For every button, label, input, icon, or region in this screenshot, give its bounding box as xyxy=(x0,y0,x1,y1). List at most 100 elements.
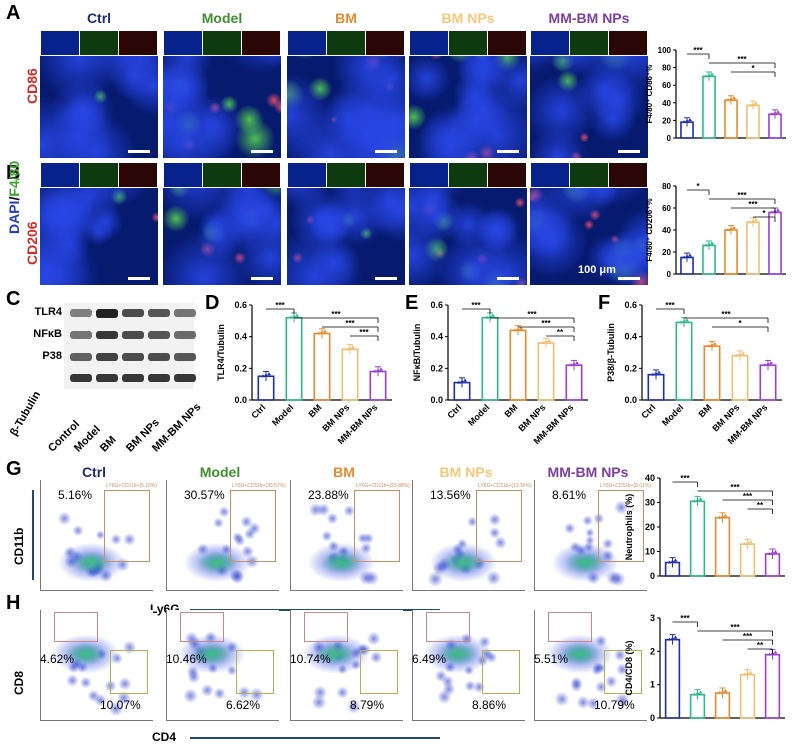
data-point xyxy=(673,558,678,562)
flow-gate-label: LY6G+CD11b+(23.88%) xyxy=(356,483,410,489)
data-point xyxy=(295,313,299,317)
sig-label: *** xyxy=(541,319,551,328)
data-point xyxy=(769,361,773,365)
micro-header-3: BM NPs xyxy=(441,10,495,26)
data-point xyxy=(460,379,464,383)
data-point xyxy=(776,208,780,212)
micro-header-2: BM xyxy=(335,10,357,26)
data-point xyxy=(651,372,655,376)
sig-label: ** xyxy=(557,328,564,337)
x-tick-label: Model xyxy=(466,402,491,427)
data-point xyxy=(688,118,692,122)
panel-label-b: B xyxy=(6,162,21,184)
sig-label: * xyxy=(762,209,766,218)
data-point xyxy=(463,378,467,382)
data-point xyxy=(704,243,708,247)
y-tick-label: 0.6 xyxy=(234,300,247,310)
if-tile-cd206-0 xyxy=(40,162,158,285)
flow-gate xyxy=(598,490,644,562)
data-point xyxy=(707,242,711,246)
wb-band xyxy=(96,330,118,340)
flow-percent: 13.56% xyxy=(430,488,471,502)
if-tile-cd206-1 xyxy=(163,162,281,285)
data-point xyxy=(695,498,700,502)
x-tick-label: BM xyxy=(696,402,713,419)
flow-gate-cd4 xyxy=(604,650,642,694)
flow-header-2: BM xyxy=(333,464,355,480)
data-point xyxy=(692,499,697,503)
y-tick-label: 20 xyxy=(662,248,671,257)
data-point xyxy=(766,362,770,366)
flow-gate-label: LY6G+CD11b+(30.57%) xyxy=(232,483,286,489)
y-tick-label: 0 xyxy=(650,713,655,723)
data-point xyxy=(770,210,774,214)
sig-label: *** xyxy=(721,310,731,319)
data-point xyxy=(376,368,380,372)
data-point xyxy=(723,689,728,692)
flow-gate-cd4 xyxy=(360,650,398,694)
data-point xyxy=(679,320,683,324)
data-point xyxy=(720,690,725,693)
flow-percent-cd4: 8.86% xyxy=(472,698,507,712)
flow-x-axis-arrow xyxy=(190,737,440,739)
flow-percent: 5.16% xyxy=(58,488,93,502)
sig-label: *** xyxy=(331,310,341,319)
flow-header-4: MM-BM NPs xyxy=(547,464,629,480)
if-tile-cd86-2 xyxy=(287,30,405,158)
flow-plot-0 xyxy=(40,610,153,721)
data-point xyxy=(717,691,722,694)
y-tick-label: 10 xyxy=(645,547,655,557)
data-point xyxy=(698,690,703,694)
inset-channel-1 xyxy=(79,162,119,188)
data-point xyxy=(685,119,689,123)
flow-gate-cd4 xyxy=(482,650,520,694)
data-point xyxy=(763,363,767,367)
flow-gate xyxy=(476,490,522,562)
flow-plot-0 xyxy=(40,480,153,591)
data-point xyxy=(569,363,573,367)
flow-gate xyxy=(354,490,400,562)
data-point xyxy=(698,497,703,501)
sig-label: *** xyxy=(680,614,690,623)
inset-channel-2 xyxy=(608,162,648,188)
if-tile-cd86-4 xyxy=(530,30,648,158)
wb-band xyxy=(70,353,92,361)
y-tick-label: 0.2 xyxy=(234,363,247,373)
wb-band xyxy=(148,352,170,362)
flow-gate-label: LY6G+CD11b+(5.16%) xyxy=(106,483,157,489)
data-point xyxy=(485,315,489,319)
flow-percent-cd4: 8.79% xyxy=(350,698,385,712)
wb-band xyxy=(70,373,92,383)
flow-x-axis-label: CD4 xyxy=(152,730,177,744)
data-point xyxy=(751,102,755,106)
bar-MM-BM NPs xyxy=(759,364,777,401)
flow-gate xyxy=(104,490,150,562)
wb-band-label-2: P38 xyxy=(42,350,62,362)
inset-channel-0 xyxy=(40,30,80,56)
inset-channel-2 xyxy=(365,162,405,188)
flow-percent-cd8: 4.62% xyxy=(40,652,75,666)
data-point xyxy=(741,351,745,355)
data-point xyxy=(754,218,758,222)
inset-channel-0 xyxy=(163,30,203,56)
inset-channel-2 xyxy=(365,30,405,56)
data-point xyxy=(748,670,753,674)
scale-bar-label: 100 μm xyxy=(578,264,616,276)
bar-BM xyxy=(313,332,331,401)
data-point xyxy=(754,101,758,105)
data-point xyxy=(379,367,383,371)
flow-plot-1 xyxy=(166,480,279,591)
data-point xyxy=(261,374,265,378)
scale-bar xyxy=(618,277,640,280)
panel-label-g: G xyxy=(6,458,22,480)
sig-label: *** xyxy=(743,632,753,641)
data-point xyxy=(323,329,327,333)
data-point xyxy=(541,341,545,344)
y-tick-label: 0.4 xyxy=(430,332,443,342)
scale-bar xyxy=(128,150,150,153)
data-point xyxy=(735,353,739,357)
micro-header-1: Model xyxy=(201,10,243,26)
data-point xyxy=(707,344,711,348)
flow-gate-cd4 xyxy=(110,650,148,694)
